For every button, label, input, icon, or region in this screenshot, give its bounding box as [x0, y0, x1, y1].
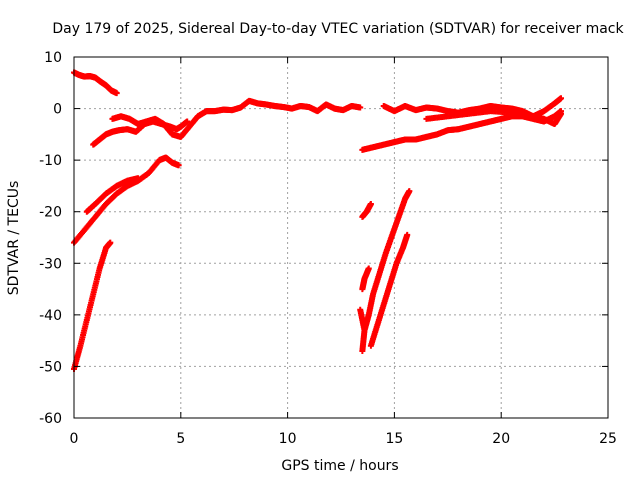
y-tick-label: -10 — [39, 153, 62, 169]
y-tick-label: 0 — [53, 102, 62, 118]
x-tick-label: 20 — [492, 431, 510, 447]
data-point — [406, 188, 413, 195]
y-tick-label: -60 — [39, 411, 62, 427]
series-arc-13 — [367, 231, 411, 349]
grid-lines — [74, 57, 608, 418]
series-outlier-points — [357, 306, 368, 334]
data-point — [365, 265, 372, 272]
plot-frame — [73, 56, 609, 419]
y-tick-label: -30 — [39, 256, 62, 272]
data-point — [367, 200, 374, 207]
x-axis-tick-labels: 0 5 10 15 20 25 — [70, 431, 617, 447]
data-point — [558, 110, 565, 117]
data-points — [71, 69, 565, 373]
data-point — [558, 95, 565, 102]
x-tick-label: 10 — [279, 431, 297, 447]
series-arc-5 — [83, 175, 142, 215]
axis-ticks — [73, 56, 609, 419]
series-arc-6 — [71, 239, 114, 373]
series-arc-11 — [359, 265, 372, 293]
x-axis-label: GPS time / hours — [281, 458, 398, 474]
data-point — [113, 90, 120, 97]
y-tick-label: 10 — [44, 50, 62, 66]
series-arc-3 — [109, 97, 364, 140]
y-tick-label: -20 — [39, 205, 62, 221]
x-tick-label: 0 — [70, 431, 79, 447]
y-axis-tick-labels: 10 0 -10 -20 -30 -40 -50 -60 — [39, 50, 62, 427]
data-point — [107, 239, 114, 246]
series-arc-12 — [359, 200, 374, 220]
series-arc-1 — [71, 69, 120, 97]
series-arc-4 — [71, 154, 182, 246]
data-point — [184, 118, 191, 125]
data-point — [135, 175, 142, 182]
y-tick-label: -40 — [39, 308, 62, 324]
x-tick-label: 25 — [599, 431, 617, 447]
chart-title: Day 179 of 2025, Sidereal Day-to-day VTE… — [52, 21, 624, 37]
x-tick-label: 5 — [176, 431, 185, 447]
data-point — [404, 231, 411, 238]
data-point — [175, 162, 182, 169]
data-point — [361, 327, 368, 334]
series-arc-9 — [423, 95, 565, 122]
x-tick-label: 15 — [385, 431, 403, 447]
y-axis-label: SDTVAR / TECUs — [6, 181, 22, 296]
data-point — [357, 104, 364, 111]
y-tick-label: -50 — [39, 359, 62, 375]
